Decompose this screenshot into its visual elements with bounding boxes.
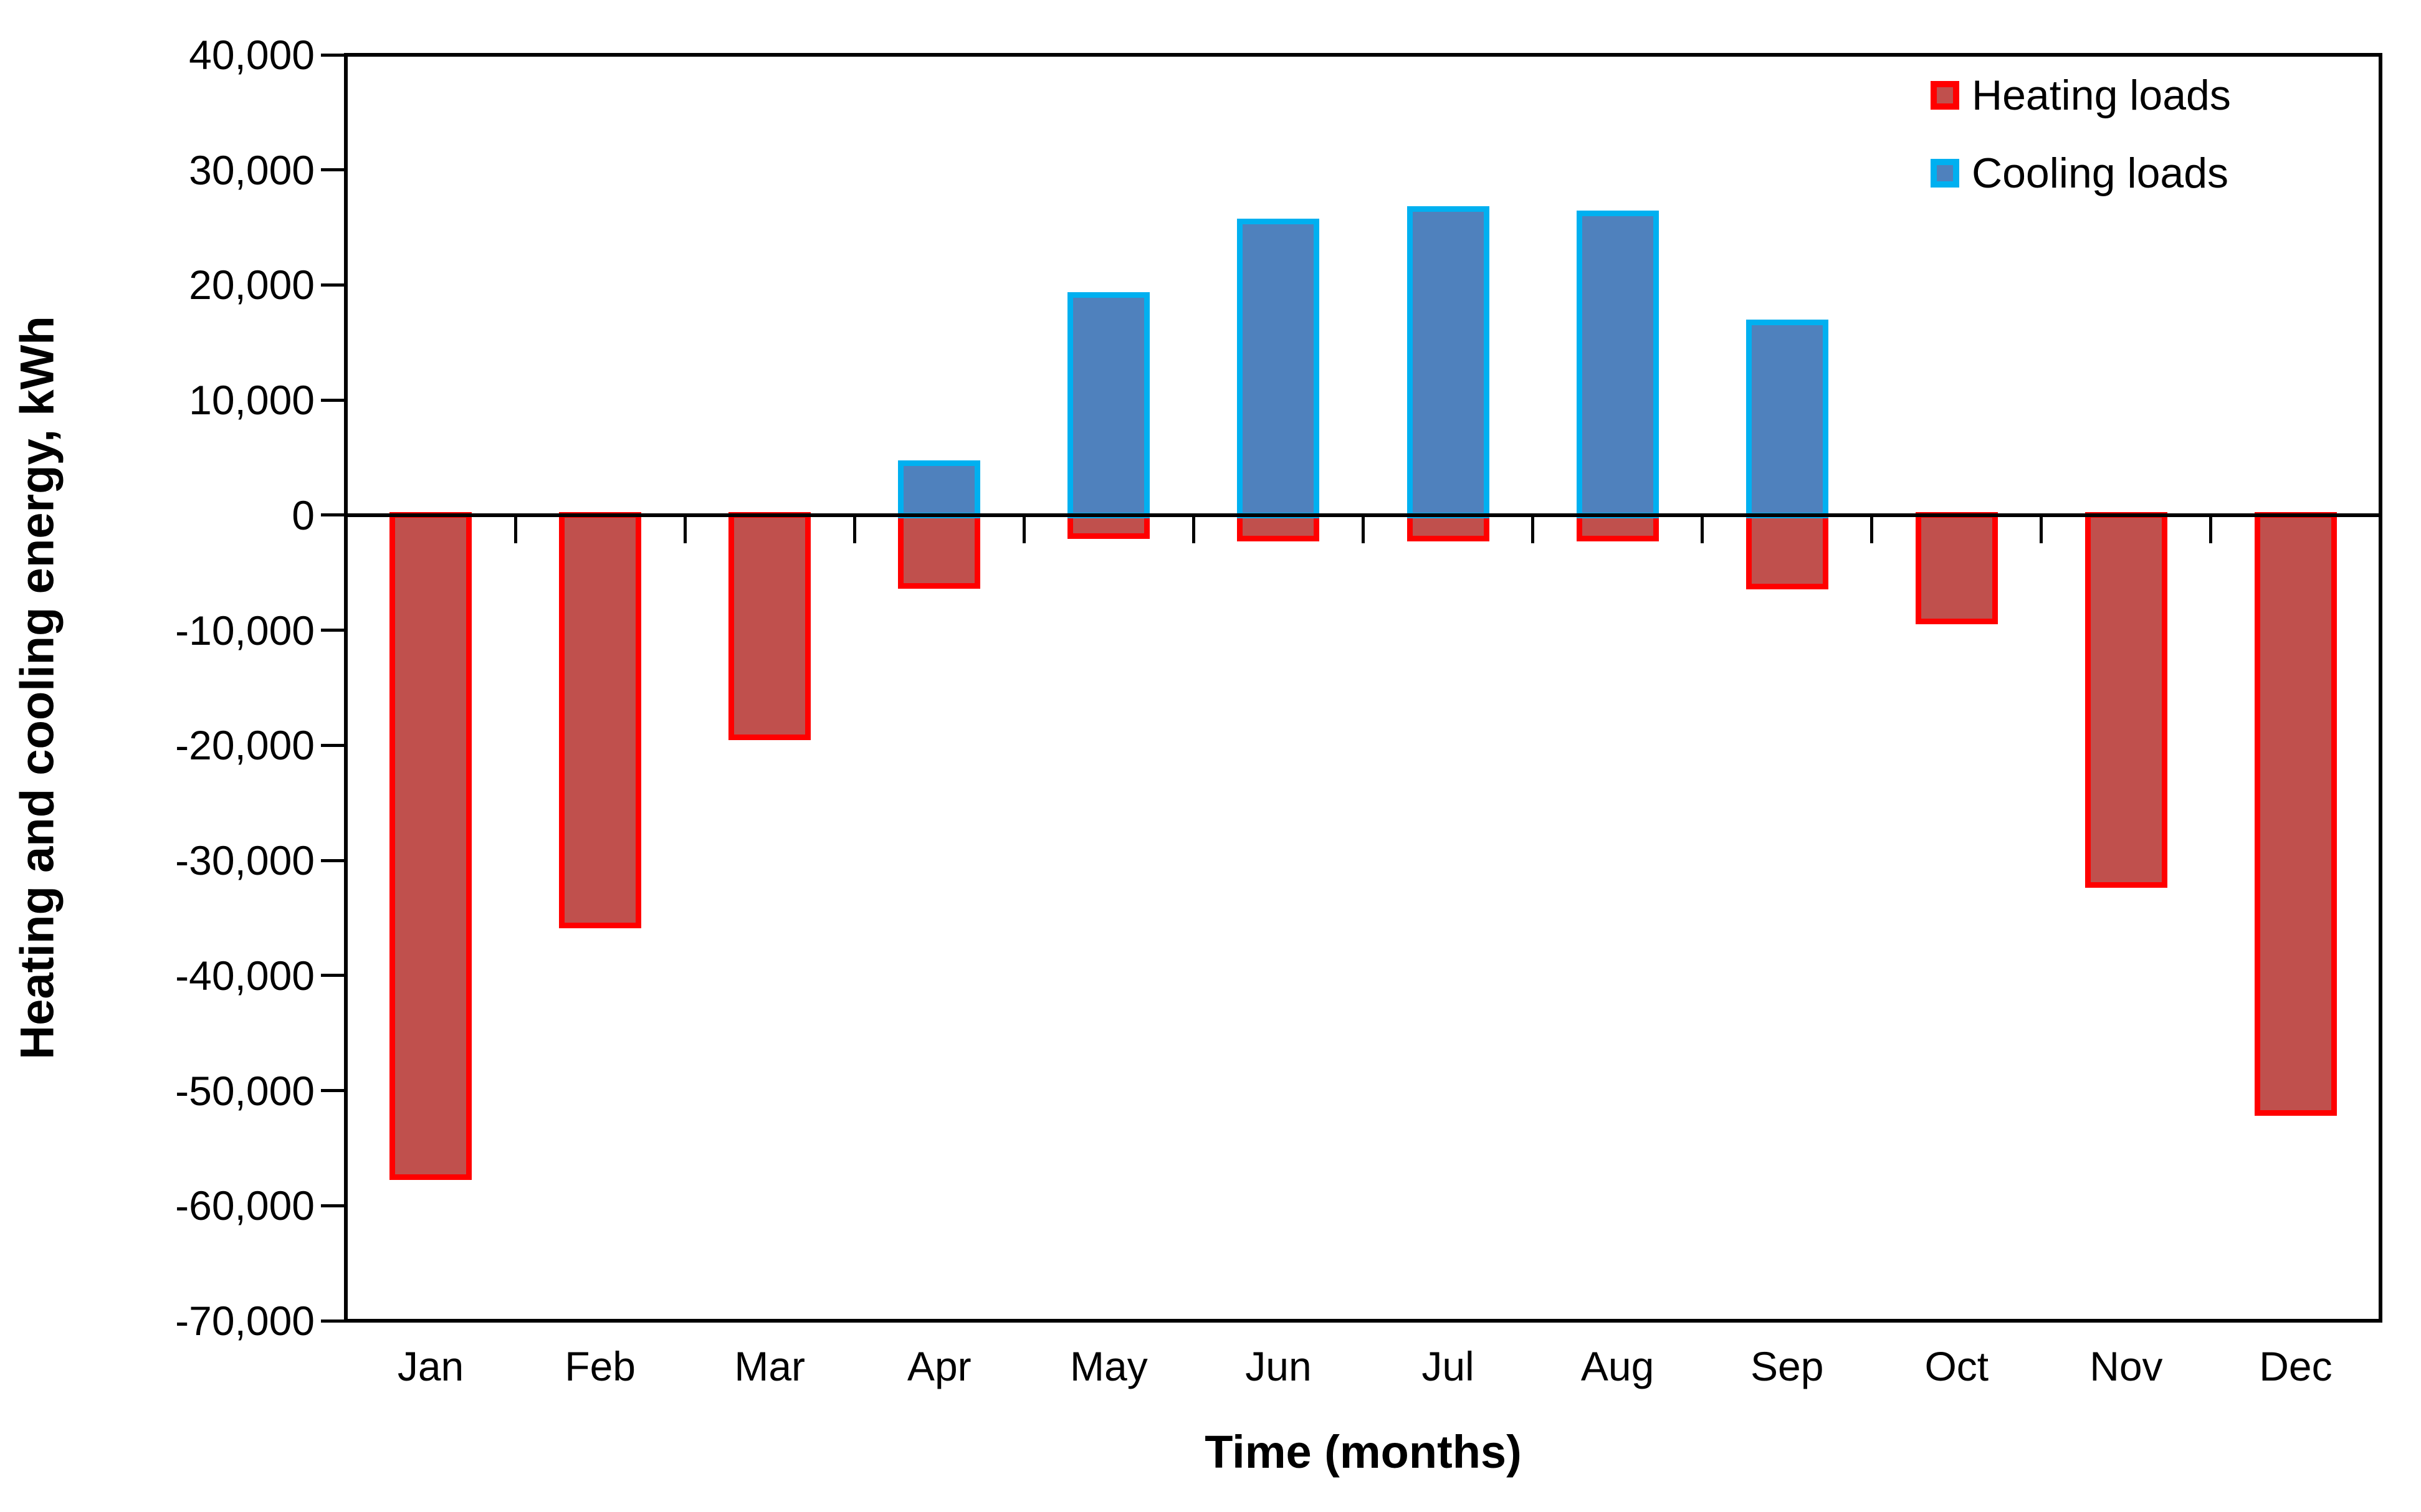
y-tick-mark xyxy=(321,168,346,172)
cooling-bar-apr xyxy=(898,460,981,518)
plot-border-left xyxy=(344,53,348,1323)
cooling-bar-sep xyxy=(1745,320,1828,518)
cooling-bar-jul xyxy=(1406,206,1489,518)
x-tick-mark xyxy=(683,515,687,543)
y-tick-label: 10,000 xyxy=(189,377,315,424)
legend: Heating loads Cooling loads xyxy=(1931,74,2231,229)
cooling-bar-jun xyxy=(1237,218,1320,518)
cooling-swatch-icon xyxy=(1931,159,1959,188)
x-tick-mark xyxy=(2379,515,2382,543)
y-tick-label: 40,000 xyxy=(189,32,315,78)
x-tick-mark xyxy=(344,515,348,543)
y-tick-label: -30,000 xyxy=(175,837,315,884)
heating-bar-sep xyxy=(1745,511,1828,590)
x-axis-title: Time (months) xyxy=(1205,1426,1522,1478)
x-tick-mark xyxy=(852,515,856,543)
x-tick-mark xyxy=(2209,515,2213,543)
x-tick-mark xyxy=(1531,515,1535,543)
y-tick-label: -10,000 xyxy=(175,607,315,654)
x-category-label: Jan xyxy=(397,1343,464,1389)
heating-swatch-icon xyxy=(1931,81,1959,110)
y-tick-label: -50,000 xyxy=(175,1067,315,1114)
x-category-label: May xyxy=(1070,1343,1148,1389)
x-category-label: Apr xyxy=(907,1343,972,1389)
x-tick-mark xyxy=(1191,515,1195,543)
y-tick-mark xyxy=(321,858,346,862)
x-category-label: Sep xyxy=(1750,1343,1824,1389)
plot-border-bottom xyxy=(344,1319,2382,1323)
y-tick-mark xyxy=(321,629,346,632)
x-tick-mark xyxy=(1870,515,1874,543)
x-tick-mark xyxy=(2040,515,2043,543)
heating-bar-oct xyxy=(1915,511,1998,624)
y-tick-label: -60,000 xyxy=(175,1182,315,1229)
x-category-label: Mar xyxy=(734,1343,806,1389)
legend-item-cooling: Cooling loads xyxy=(1931,151,2231,195)
plot-border-right xyxy=(2379,53,2382,1323)
y-tick-label: -70,000 xyxy=(175,1298,315,1344)
y-tick-label: -40,000 xyxy=(175,952,315,999)
legend-label-heating: Heating loads xyxy=(1972,72,2231,119)
y-tick-mark xyxy=(321,1089,346,1093)
legend-label-cooling: Cooling loads xyxy=(1972,150,2229,197)
y-tick-label: -20,000 xyxy=(175,722,315,769)
y-tick-mark xyxy=(321,398,346,402)
heating-bar-nov xyxy=(2084,511,2167,888)
heating-bar-feb xyxy=(559,511,642,928)
x-category-label: Jul xyxy=(1421,1343,1474,1389)
y-axis-title: Heating and cooling energy, kWh xyxy=(11,316,64,1060)
y-tick-mark xyxy=(321,283,346,287)
x-tick-mark xyxy=(1701,515,1704,543)
cooling-bar-aug xyxy=(1576,210,1659,518)
x-category-label: Feb xyxy=(565,1343,636,1389)
x-tick-mark xyxy=(513,515,517,543)
y-tick-label: 30,000 xyxy=(189,146,315,193)
x-category-label: Oct xyxy=(1924,1343,1989,1389)
y-tick-mark xyxy=(321,513,346,517)
y-tick-label: 20,000 xyxy=(189,262,315,308)
x-category-label: Jun xyxy=(1245,1343,1312,1389)
cooling-bar-may xyxy=(1067,292,1150,518)
y-tick-mark xyxy=(321,1204,346,1207)
heating-bar-apr xyxy=(898,511,981,589)
x-category-label: Nov xyxy=(2089,1343,2163,1389)
y-tick-label: 0 xyxy=(292,492,315,538)
plot-border-top xyxy=(344,53,2382,57)
x-tick-mark xyxy=(1362,515,1365,543)
y-tick-mark xyxy=(321,1319,346,1323)
x-category-label: Aug xyxy=(1580,1343,1655,1389)
heating-bar-mar xyxy=(728,511,811,741)
heating-bar-jan xyxy=(389,511,472,1181)
x-tick-mark xyxy=(1022,515,1026,543)
y-tick-mark xyxy=(321,974,346,977)
y-tick-mark xyxy=(321,743,346,747)
y-tick-mark xyxy=(321,53,346,57)
legend-item-heating: Heating loads xyxy=(1931,74,2231,117)
x-category-label: Dec xyxy=(2259,1343,2333,1389)
heating-bar-dec xyxy=(2254,511,2337,1116)
